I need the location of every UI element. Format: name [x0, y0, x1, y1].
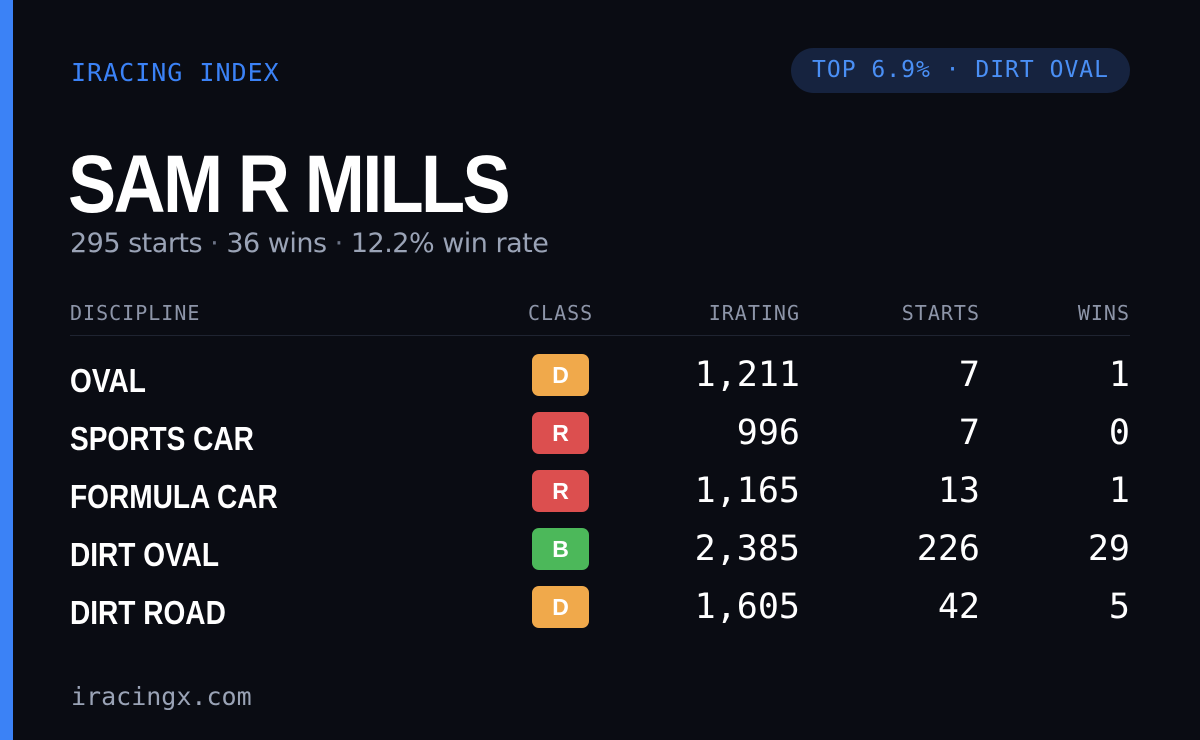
wins-value: 0 [1108, 413, 1130, 453]
starts-value: 7 [958, 355, 980, 395]
wins-value: 29 [1087, 529, 1130, 569]
wins-summary: 36 wins [226, 228, 327, 259]
irating-value: 2,385 [694, 529, 800, 569]
discipline-name: FORMULA CAR [70, 478, 278, 515]
starts-value: 226 [916, 529, 980, 569]
table-row: DIRT OVAL B 2,385 226 29 [70, 526, 1130, 584]
discipline-table: DISCIPLINE CLASS IRATING STARTS WINS OVA… [70, 296, 1130, 642]
header-irating: IRATING [708, 301, 800, 325]
irating-value: 1,211 [694, 355, 800, 395]
class-badge: R [532, 470, 589, 512]
wins-value: 1 [1108, 355, 1130, 395]
starts-value: 13 [937, 471, 980, 511]
rank-badge: TOP 6.9% · DIRT OVAL [791, 48, 1130, 93]
table-row: DIRT ROAD D 1,605 42 5 [70, 584, 1130, 642]
header-starts: STARTS [901, 301, 980, 325]
table-body: OVAL D 1,211 7 1 SPORTS CAR R 996 7 0 FO… [70, 336, 1130, 642]
brand-label: IRACING INDEX [71, 58, 280, 87]
class-badge: B [532, 528, 589, 570]
class-badge: D [532, 586, 589, 628]
table-header: DISCIPLINE CLASS IRATING STARTS WINS [70, 296, 1130, 336]
irating-value: 1,165 [694, 471, 800, 511]
site-link[interactable]: iracingx.com [71, 682, 252, 711]
discipline-name: DIRT OVAL [70, 536, 220, 573]
starts-summary: 295 starts [70, 228, 203, 259]
separator-dot: · [210, 228, 219, 259]
table-row: FORMULA CAR R 1,165 13 1 [70, 468, 1130, 526]
wins-value: 1 [1108, 471, 1130, 511]
driver-name: SAM R MILLS [68, 139, 511, 230]
irating-value: 996 [736, 413, 800, 453]
starts-value: 42 [937, 587, 980, 627]
header-wins: WINS [1077, 301, 1130, 325]
separator-dot: · [334, 228, 344, 259]
class-badge: R [532, 412, 589, 454]
discipline-name: OVAL [70, 362, 146, 399]
wins-value: 5 [1108, 587, 1130, 627]
driver-summary: 295 starts · 36 wins · 12.2% win rate [70, 228, 549, 259]
table-row: SPORTS CAR R 996 7 0 [70, 410, 1130, 468]
table-row: OVAL D 1,211 7 1 [70, 352, 1130, 410]
header-class: CLASS [528, 301, 594, 325]
discipline-name: SPORTS CAR [70, 420, 254, 457]
irating-value: 1,605 [694, 587, 800, 627]
starts-value: 7 [958, 413, 980, 453]
discipline-name: DIRT ROAD [70, 594, 226, 631]
winrate-summary: 12.2% win rate [350, 228, 549, 259]
class-badge: D [532, 354, 589, 396]
accent-bar [0, 0, 13, 740]
header-discipline: DISCIPLINE [70, 301, 201, 325]
